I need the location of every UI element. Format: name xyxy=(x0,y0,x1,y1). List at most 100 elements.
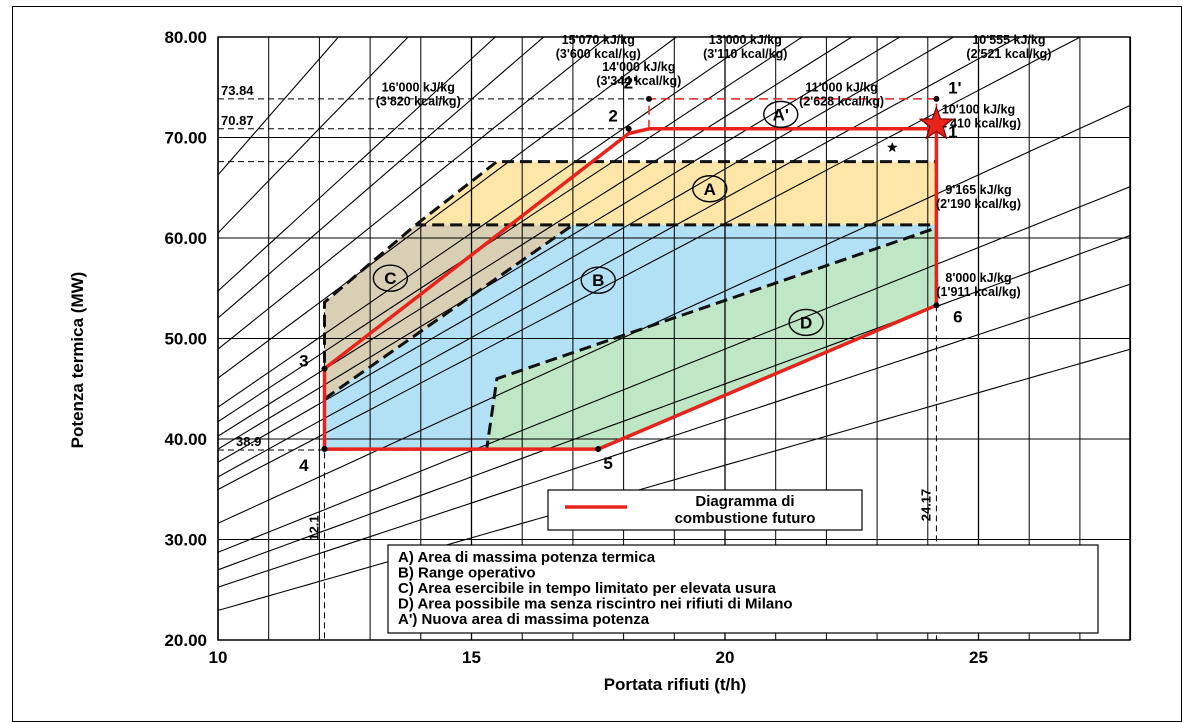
calorific-curve-label: (3'110 kcal/kg) xyxy=(703,47,787,61)
area-c-label: C xyxy=(384,269,396,288)
area-a-fill xyxy=(415,161,937,225)
area-fills xyxy=(324,161,937,450)
y-tick-label: 50.00 xyxy=(164,330,207,349)
operating-point-label: 6 xyxy=(953,307,962,326)
calorific-curve-labels: 16'000 kJ/kg(3'820 kcal/kg)15'070 kJ/kg(… xyxy=(376,33,1052,299)
area-c-border xyxy=(323,223,417,399)
operating-point-marker xyxy=(625,125,632,132)
area-a-prime-label: A' xyxy=(773,105,789,124)
y-tick-label: 80.00 xyxy=(164,28,207,47)
operating-point-marker xyxy=(933,302,940,309)
calorific-curve-label: (2'410 kcal/kg) xyxy=(936,116,1021,130)
area-b-label-circle xyxy=(580,266,616,294)
calorific-curve-label: 8'000 kJ/kg xyxy=(945,271,1011,285)
calorific-curve xyxy=(218,37,409,234)
operating-point-label: 5 xyxy=(603,454,612,473)
calorific-curve xyxy=(218,283,1130,588)
combustion-diagram xyxy=(322,127,939,451)
calorific-curve-label: (1'911 kcal/kg) xyxy=(936,285,1020,299)
operating-point-label: 3 xyxy=(299,352,308,371)
ref-value-x-min: 12.1 xyxy=(306,515,321,540)
area-b-fill xyxy=(324,224,937,450)
operating-point-marker xyxy=(321,446,328,453)
note-line: D) Area possibile ma senza riscintro nei… xyxy=(398,596,793,613)
calorific-curve-label: 11'000 kJ/kg xyxy=(805,80,877,94)
reference-lines: 73.84 70.87 38.9 12.1 24.17 xyxy=(218,83,937,640)
calorific-curve xyxy=(218,37,1082,490)
y-axis-title: Potenza termica (MW) xyxy=(68,272,87,449)
y-tick-label: 30.00 xyxy=(164,531,207,550)
calorific-curve xyxy=(218,348,1130,611)
y-tick-label: 20.00 xyxy=(164,631,207,650)
highlight-star-icon xyxy=(918,105,955,140)
legend-box xyxy=(547,489,863,531)
grid-lines xyxy=(217,36,1132,641)
operating-point-label: 4 xyxy=(299,456,309,475)
calorific-curve xyxy=(218,37,609,350)
operating-point-label: 2 xyxy=(608,106,617,125)
area-labels: A B C D A' xyxy=(372,100,824,337)
x-axis-title: Portata rifiuti (t/h) xyxy=(604,675,747,694)
combustion-diagram-line xyxy=(322,127,939,451)
operating-point-marker xyxy=(645,95,652,102)
area-b-border xyxy=(323,223,574,401)
small-star-icon xyxy=(886,141,898,153)
markers xyxy=(886,105,955,153)
calorific-curve xyxy=(218,37,758,408)
calorific-curve-label: 10'100 kJ/kg xyxy=(942,102,1015,116)
calorific-curve xyxy=(218,186,1130,553)
note-line: B) Range operativo xyxy=(398,565,536,582)
x-tick-label: 20 xyxy=(716,648,735,667)
calorific-curve xyxy=(218,104,1130,524)
note-line: A') Nuova area di massima potenza xyxy=(398,611,650,628)
notes-box-frame xyxy=(387,544,1099,634)
area-a-label-circle xyxy=(692,175,728,203)
operating-point-marker xyxy=(595,446,602,453)
area-d-label: D xyxy=(800,313,812,332)
legend-label: combustione futuro xyxy=(675,510,816,527)
note-line: C) Area esercibile in tempo limitato per… xyxy=(398,580,777,597)
area-b-label: B xyxy=(592,271,604,290)
ref-value-x-max: 24.17 xyxy=(918,489,933,522)
calorific-curve-label: 16'000 kJ/kg xyxy=(382,80,455,94)
calorific-curve-label: (3'600 kcal/kg) xyxy=(556,47,641,61)
operating-point-marker xyxy=(321,365,328,372)
note-line: A) Area di massima potenza termica xyxy=(398,549,656,566)
calorific-curve xyxy=(218,37,853,437)
operating-point-label: 1' xyxy=(948,78,962,97)
ref-value-y-min: 38.9 xyxy=(236,434,261,449)
ref-value-y-max: 70.87 xyxy=(221,113,254,128)
calorific-curve-label: 14'000 kJ/kg xyxy=(602,60,675,74)
y-tick-label: 60.00 xyxy=(164,229,207,248)
area-a-prime-border xyxy=(648,98,938,129)
y-tick-label: 70.00 xyxy=(164,129,207,148)
legend-label: Diagramma di xyxy=(695,493,794,510)
operating-point-marker xyxy=(933,95,940,102)
plot-border xyxy=(217,36,1131,641)
calorific-curve xyxy=(218,37,545,319)
calorific-curve-label: (2'628 kcal/kg) xyxy=(799,94,884,108)
operating-point-label: 2' xyxy=(624,73,638,92)
area-a-label: A xyxy=(704,180,716,199)
x-tick-label: 10 xyxy=(209,648,228,667)
chart-frame xyxy=(12,6,1182,722)
operating-point-label: 1 xyxy=(948,123,957,142)
x-tick-label: 25 xyxy=(969,648,988,667)
calorific-curve xyxy=(218,37,804,423)
area-d-label-circle xyxy=(788,308,824,337)
calorific-curve-label: (2'190 kcal/kg) xyxy=(936,197,1021,211)
area-a-prime-label-circle xyxy=(763,100,799,129)
calorific-curve-label: 10'555 kJ/kg xyxy=(972,33,1045,47)
calorific-curve-label: (3'344 kcal/kg) xyxy=(596,74,681,88)
calorific-curve-label: 9'165 kJ/kg xyxy=(945,183,1011,197)
calorific-curve-label: 13'000 kJ/kg xyxy=(709,33,782,47)
calorific-curve xyxy=(218,37,901,450)
ref-value-y-max-prime: 73.84 xyxy=(221,83,254,98)
calorific-curve-label: (2'521 kcal/kg) xyxy=(966,47,1051,61)
axis-ticks: 10 15 20 2520.0030.0040.0050.0060.0070.0080… xyxy=(164,28,988,667)
y-tick-label: 40.00 xyxy=(164,430,207,449)
calorific-curve xyxy=(218,234,1130,571)
